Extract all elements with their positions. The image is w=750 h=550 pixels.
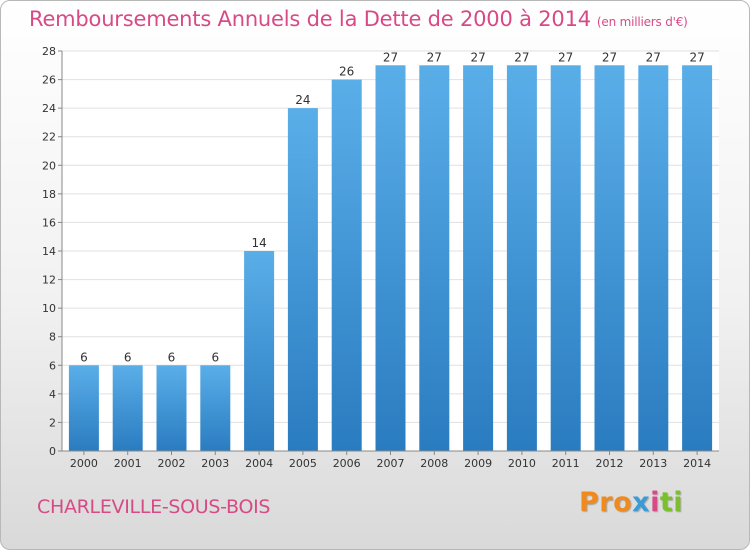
data-label: 26 <box>339 65 354 79</box>
y-tick-label: 4 <box>49 388 56 401</box>
bar <box>682 65 713 452</box>
x-tick-label: 2009 <box>464 457 492 470</box>
y-tick-label: 10 <box>42 302 56 315</box>
data-label: 27 <box>558 50 573 64</box>
x-tick-label: 2010 <box>508 457 536 470</box>
data-label: 27 <box>646 50 661 64</box>
data-label: 27 <box>602 50 617 64</box>
y-tick-label: 28 <box>42 45 56 58</box>
x-tick-label: 2001 <box>114 457 142 470</box>
bar <box>287 108 318 452</box>
x-tick-label: 2005 <box>289 457 317 470</box>
chart-title: Remboursements Annuels de la Dette de 20… <box>29 7 688 31</box>
commune-name: CHARLEVILLE-SOUS-BOIS <box>37 496 271 518</box>
y-tick-label: 16 <box>42 216 56 229</box>
data-label: 6 <box>168 350 176 364</box>
y-tick-label: 12 <box>42 274 56 287</box>
data-label: 27 <box>383 50 398 64</box>
bar <box>594 65 625 452</box>
bar <box>638 65 669 452</box>
y-tick-label: 6 <box>49 359 56 372</box>
proxiti-logo: Proxiti <box>579 487 683 518</box>
bar <box>331 79 362 452</box>
bar <box>550 65 581 452</box>
x-tick-label: 2003 <box>201 457 229 470</box>
x-tick-label: 2002 <box>158 457 186 470</box>
y-tick-label: 22 <box>42 131 56 144</box>
y-tick-label: 18 <box>42 188 56 201</box>
x-tick-label: 2012 <box>596 457 624 470</box>
data-labels: 6 6 6 6 14 24 26 27 27 27 27 27 27 27 27 <box>80 50 705 364</box>
y-tick-label: 2 <box>49 416 56 429</box>
data-label: 14 <box>251 236 266 250</box>
bar <box>506 65 537 452</box>
logo-part: ti <box>659 487 684 518</box>
x-tick-label: 2004 <box>245 457 273 470</box>
bar <box>112 365 143 451</box>
bar <box>375 65 406 452</box>
x-tick-label: 2011 <box>552 457 580 470</box>
x-tick-label: 2014 <box>683 457 711 470</box>
data-label: 6 <box>80 350 88 364</box>
data-label: 6 <box>124 350 132 364</box>
data-label: 27 <box>514 50 529 64</box>
x-tick-label: 2007 <box>377 457 405 470</box>
x-tick-label: 2013 <box>639 457 667 470</box>
x-tick-label: 2006 <box>333 457 361 470</box>
bar <box>68 365 99 451</box>
y-tick-label: 14 <box>42 245 56 258</box>
data-label: 24 <box>295 93 310 107</box>
y-tick-label: 8 <box>49 331 56 344</box>
y-tick-label: 26 <box>42 74 56 87</box>
chart-title-text: Remboursements Annuels de la Dette de 20… <box>29 7 591 31</box>
y-tick-label: 24 <box>42 102 56 115</box>
data-label: 27 <box>689 50 704 64</box>
bar <box>419 65 450 452</box>
logo-part: Pro <box>579 487 633 518</box>
data-label: 27 <box>470 50 485 64</box>
y-tick-label: 20 <box>42 159 56 172</box>
bars <box>68 65 713 452</box>
y-tick-label: 0 <box>49 445 56 458</box>
data-label: 27 <box>427 50 442 64</box>
chart-unit: (en milliers d'€) <box>596 15 688 29</box>
bar <box>156 365 187 451</box>
x-tick-label: 2000 <box>70 457 98 470</box>
bar <box>463 65 494 452</box>
logo-part: x <box>632 487 651 518</box>
x-tick-label: 2008 <box>420 457 448 470</box>
bar <box>244 251 275 451</box>
data-label: 6 <box>211 350 219 364</box>
logo-part: i <box>650 487 660 518</box>
bar <box>200 365 231 451</box>
x-axis: 2000 2001 2002 2003 2004 2005 2006 2007 2008 2009… <box>62 450 719 470</box>
